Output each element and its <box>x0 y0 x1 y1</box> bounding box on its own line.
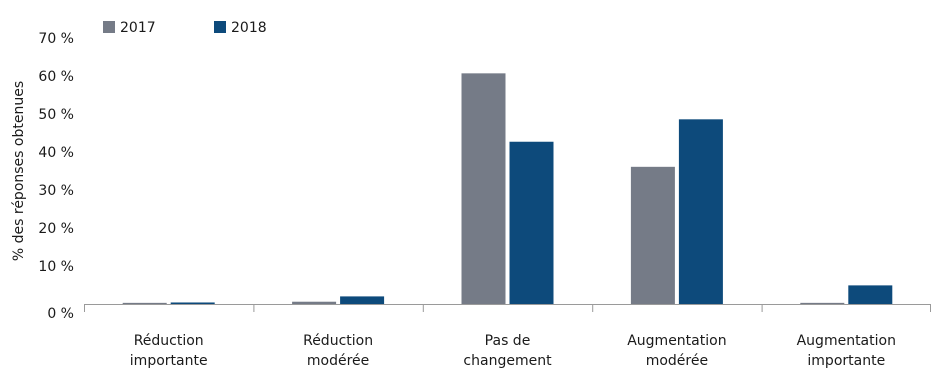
legend-label-2017: 2017 <box>120 20 156 36</box>
bar-2018-1 <box>340 296 385 304</box>
x-category-label: Augmentation <box>797 333 896 349</box>
bar-2017-3 <box>630 166 675 304</box>
x-category-label: modérée <box>307 353 369 369</box>
bars <box>122 73 893 304</box>
bar-2018-4 <box>848 285 893 304</box>
x-axis-separators <box>84 304 931 312</box>
x-axis-category-labels: Réduction importante Réduction modérée Pas d… <box>130 333 896 369</box>
x-category-label: changement <box>463 353 552 369</box>
bar-2017-2 <box>461 73 506 304</box>
y-tick-label: 30 % <box>38 183 74 199</box>
x-category-label: Réduction <box>134 333 204 349</box>
x-category-label: importante <box>130 353 208 369</box>
y-tick-label: 10 % <box>38 259 74 275</box>
bar-2017-0 <box>122 302 167 304</box>
bar-2017-4 <box>800 302 845 304</box>
x-category-label: Réduction <box>303 333 373 349</box>
bar-2018-0 <box>170 302 215 304</box>
legend-swatch-2017 <box>103 21 115 33</box>
y-tick-label: 50 % <box>38 107 74 123</box>
y-axis-label: % des réponses obtenues <box>11 81 27 261</box>
y-tick-label: 0 % <box>47 306 74 322</box>
y-tick-label: 60 % <box>38 69 74 85</box>
bar-2018-2 <box>509 141 554 304</box>
x-category-label: modérée <box>646 353 708 369</box>
bar-2017-1 <box>292 301 337 304</box>
bar-2018-3 <box>678 119 723 304</box>
y-tick-label: 70 % <box>38 31 74 47</box>
legend: 2017 2018 <box>103 20 267 36</box>
y-axis-ticks: 0 % 10 % 20 % 30 % 40 % 50 % 60 % 70 % <box>38 31 74 322</box>
y-tick-label: 20 % <box>38 221 74 237</box>
x-category-label: Augmentation <box>627 333 726 349</box>
x-category-label: Pas de <box>485 333 531 349</box>
x-category-label: importante <box>807 353 885 369</box>
legend-swatch-2018 <box>214 21 226 33</box>
legend-label-2018: 2018 <box>231 20 267 36</box>
y-tick-label: 40 % <box>38 145 74 161</box>
